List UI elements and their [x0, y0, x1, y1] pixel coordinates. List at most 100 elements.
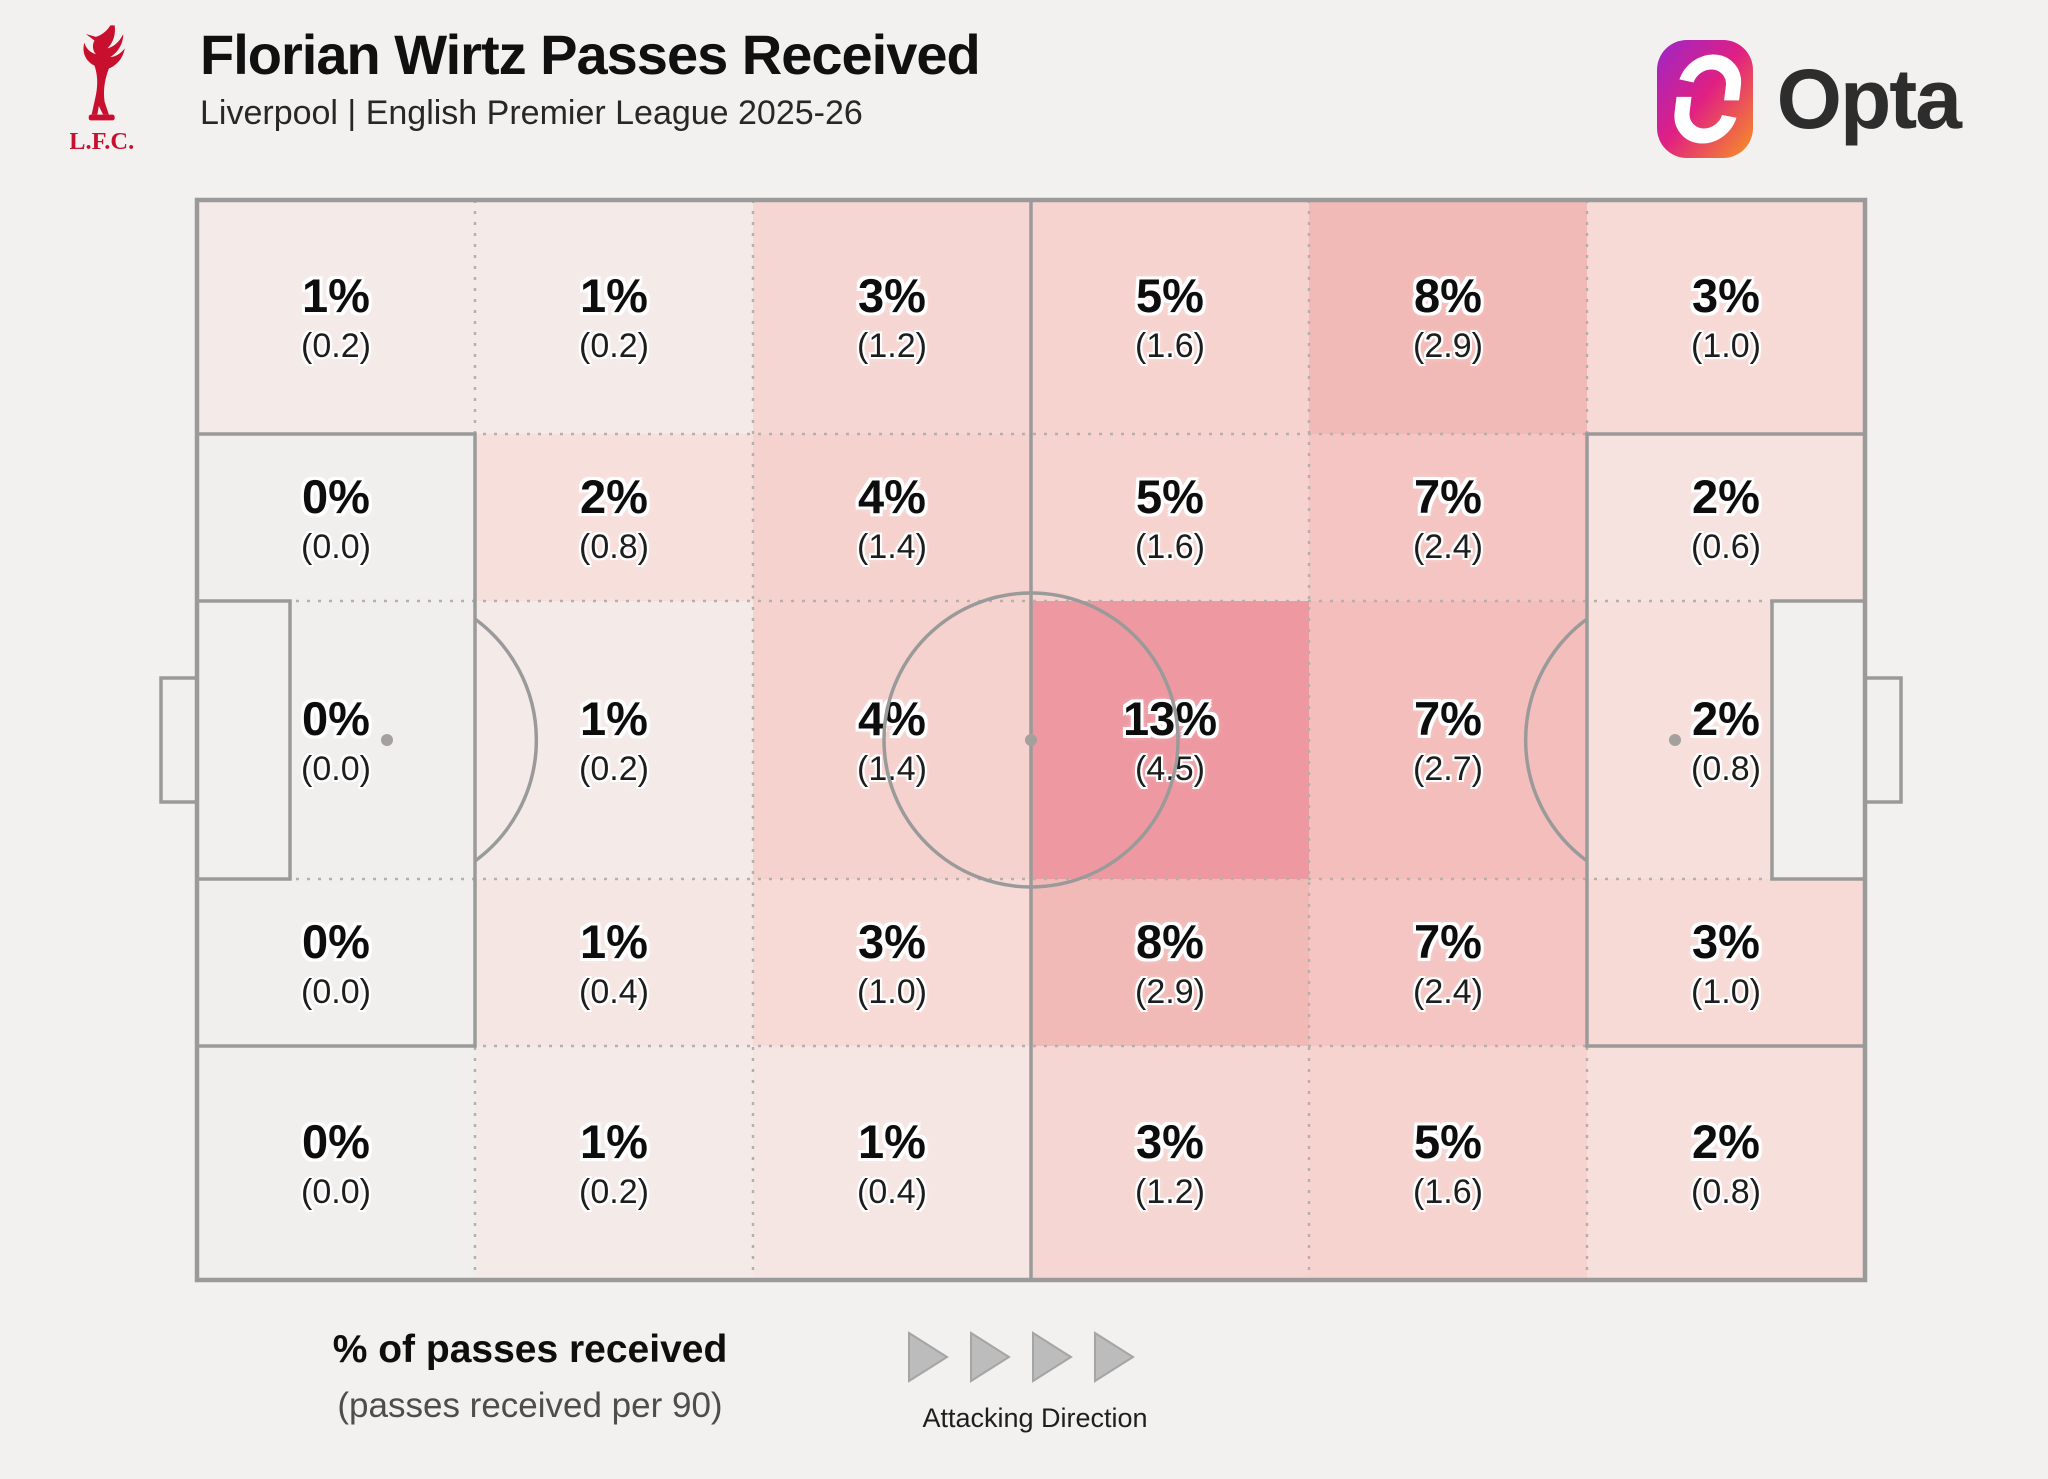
zone-per90: (0.0) — [301, 972, 371, 1011]
zone-cell-r1-c5: 8% (2.9) — [1309, 200, 1587, 434]
zone-pct: 1% — [580, 269, 648, 322]
zone-per90: (0.8) — [1691, 750, 1761, 788]
attacking-direction-arrows-icon — [908, 1331, 1135, 1383]
zone-per90: (0.8) — [1691, 1173, 1761, 1211]
zone-pct: 2% — [1692, 692, 1760, 745]
zone-pct: 5% — [1136, 469, 1204, 523]
zone-per90: (0.2) — [579, 327, 649, 365]
crest-label: L.F.C. — [70, 128, 134, 155]
page-subtitle: Liverpool | English Premier League 2025-… — [200, 93, 863, 132]
zone-pct: 0% — [302, 914, 370, 968]
zone-cell-r4-c1: 0% (0.0) — [197, 879, 475, 1046]
zone-pct: 4% — [858, 692, 926, 745]
zone-per90: (2.9) — [1413, 327, 1483, 365]
zone-per90: (0.4) — [579, 972, 649, 1011]
zone-cell-r3-c6: 2% (0.8) — [1587, 601, 1865, 879]
zone-cell-r2-c3: 4% (1.4) — [753, 434, 1031, 601]
attacking-direction: Attacking Direction — [860, 1330, 1210, 1434]
zone-cell-r3-c1: 0% (0.0) — [197, 601, 475, 879]
legend-primary-label: % of passes received — [332, 1328, 728, 1371]
zone-cell-r5-c2: 1% (0.2) — [475, 1046, 753, 1280]
zone-per90: (1.2) — [857, 327, 927, 365]
zone-cell-r2-c6: 2% (0.6) — [1587, 434, 1865, 601]
attacking-direction-label: Attacking Direction — [922, 1403, 1148, 1433]
zone-cell-r5-c1: 0% (0.0) — [197, 1046, 475, 1280]
left-goal — [159, 676, 199, 804]
opta-logo: Opta — [1656, 40, 1962, 158]
zone-per90: (4.5) — [1135, 750, 1205, 788]
zone-cell-r5-c4: 3% (1.2) — [1031, 1046, 1309, 1280]
header-titles: Florian Wirtz Passes Received Liverpool … — [200, 23, 981, 133]
zone-per90: (0.8) — [579, 527, 649, 566]
zone-per90: (0.2) — [579, 1173, 649, 1211]
zone-per90: (2.4) — [1413, 527, 1483, 566]
zone-pct: 8% — [1136, 914, 1204, 968]
zone-pct: 7% — [1414, 914, 1482, 968]
zone-pct: 3% — [1692, 269, 1760, 322]
zone-cell-r1-c3: 3% (1.2) — [753, 200, 1031, 434]
zone-per90: (0.0) — [301, 750, 371, 788]
zone-pct: 5% — [1136, 269, 1204, 322]
zone-per90: (0.2) — [301, 327, 371, 365]
zone-per90: (1.6) — [1135, 527, 1205, 566]
zone-per90: (1.0) — [1691, 327, 1761, 365]
pitch: 1% (0.2) 1% (0.2) 3% (1.2) 5% (1.6) 8% (2.9) 3% (1.… — [159, 197, 1903, 1283]
zone-per90: (0.6) — [1691, 527, 1761, 566]
zone-pct: 3% — [1692, 914, 1760, 968]
zone-pct: 8% — [1414, 269, 1482, 322]
zone-cell-r4-c4: 8% (2.9) — [1031, 879, 1309, 1046]
zone-pct: 0% — [302, 692, 370, 745]
zone-cell-r1-c6: 3% (1.0) — [1587, 200, 1865, 434]
zone-cell-r4-c6: 3% (1.0) — [1587, 879, 1865, 1046]
zone-cell-r2-c1: 0% (0.0) — [197, 434, 475, 601]
zone-per90: (1.4) — [857, 750, 927, 788]
zone-per90: (0.0) — [301, 527, 371, 566]
zone-per90: (1.6) — [1135, 327, 1205, 365]
zone-per90: (1.0) — [1691, 972, 1761, 1011]
zone-per90: (0.4) — [857, 1173, 927, 1211]
zone-per90: (2.7) — [1413, 750, 1483, 788]
opta-wordmark: Opta — [1776, 51, 1962, 146]
zone-pct: 2% — [1692, 1115, 1760, 1168]
zone-cell-r4-c5: 7% (2.4) — [1309, 879, 1587, 1046]
zone-pct: 4% — [858, 469, 926, 523]
crest-base — [88, 114, 115, 121]
zone-cell-r1-c2: 1% (0.2) — [475, 200, 753, 434]
zone-pct: 3% — [1136, 1115, 1204, 1168]
zone-cell-r2-c5: 7% (2.4) — [1309, 434, 1587, 601]
zone-pct: 7% — [1414, 469, 1482, 523]
zone-cell-r2-c2: 2% (0.8) — [475, 434, 753, 601]
legend: % of passes received (passes received pe… — [280, 1328, 780, 1426]
zone-pct: 3% — [858, 269, 926, 322]
zone-pct: 2% — [1692, 469, 1760, 523]
zone-cell-r3-c3: 4% (1.4) — [753, 601, 1031, 879]
zone-cell-r1-c4: 5% (1.6) — [1031, 200, 1309, 434]
liver-bird-icon — [83, 25, 125, 115]
zone-pct: 0% — [302, 469, 370, 523]
zone-per90: (1.4) — [857, 527, 927, 566]
zone-cell-r2-c4: 5% (1.6) — [1031, 434, 1309, 601]
zone-cell-r5-c3: 1% (0.4) — [753, 1046, 1031, 1280]
zone-per90: (0.0) — [301, 1173, 371, 1211]
zone-pct: 0% — [302, 1115, 370, 1168]
zone-cell-r3-c4: 13% (4.5) — [1031, 601, 1309, 879]
zone-pct: 13% — [1122, 692, 1218, 745]
zone-pct: 2% — [580, 469, 648, 523]
zone-per90: (0.2) — [579, 750, 649, 788]
zone-cell-r5-c6: 2% (0.8) — [1587, 1046, 1865, 1280]
zone-pct: 5% — [1414, 1115, 1482, 1168]
zone-cell-r5-c5: 5% (1.6) — [1309, 1046, 1587, 1280]
zone-pct: 3% — [858, 914, 926, 968]
zone-pct: 1% — [580, 914, 648, 968]
zone-pct: 1% — [580, 1115, 648, 1168]
zone-pct: 1% — [580, 692, 648, 745]
zone-per90: (2.4) — [1413, 972, 1483, 1011]
legend-secondary-label: (passes received per 90) — [337, 1386, 723, 1425]
heatmap-grid: 1% (0.2) 1% (0.2) 3% (1.2) 5% (1.6) 8% (2.9) 3% (1.… — [197, 200, 1865, 1280]
lfc-crest: L.F.C. — [70, 25, 134, 155]
zone-per90: (1.6) — [1413, 1173, 1483, 1211]
zone-cell-r1-c1: 1% (0.2) — [197, 200, 475, 434]
zone-per90: (1.2) — [1135, 1173, 1205, 1211]
right-goal — [1863, 676, 1903, 804]
page-title: Florian Wirtz Passes Received — [200, 23, 981, 86]
